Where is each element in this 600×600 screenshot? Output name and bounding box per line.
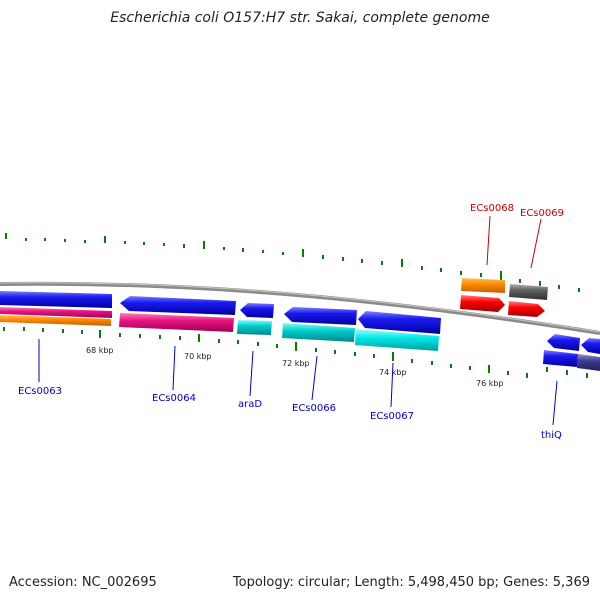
genome-backbone — [0, 281, 600, 335]
accession-text: Accession: NC_002695 — [9, 575, 157, 590]
red-gene-ecs0068 — [460, 295, 505, 312]
gene-label-ecs0063: ECs0063 — [18, 386, 62, 397]
blue-gene-ecs0067 — [358, 311, 441, 334]
blue-feature — [543, 350, 578, 367]
leader-line — [390, 362, 394, 408]
gray-gene — [509, 284, 548, 300]
orange-feature — [461, 278, 505, 293]
leader-line — [486, 215, 491, 266]
gene-label-thiq: thiQ — [541, 430, 562, 441]
magenta-feature — [0, 307, 112, 318]
leader-line — [530, 218, 542, 269]
gene-label-ecs0069: ECs0069 — [520, 208, 564, 219]
gene-label-ecs0066: ECs0066 — [292, 403, 336, 414]
gene-label-ecs0068: ECs0068 — [470, 203, 514, 214]
gene-label-ecs0064: ECs0064 — [152, 393, 196, 404]
cyan-feature — [237, 320, 272, 335]
scale-label: 72 kbp — [282, 359, 310, 368]
genome-title: Escherichia coli O157:H7 str. Sakai, com… — [110, 10, 490, 26]
gene-label-arad: araD — [238, 399, 262, 410]
outer-tick-ring — [5, 233, 580, 292]
blue-gene-ecs0066 — [284, 307, 357, 325]
magenta-feature — [119, 313, 234, 332]
blue-gene-ecs0063 — [0, 291, 112, 308]
blue-gene-thiq-a — [547, 334, 580, 351]
leader-line — [552, 380, 558, 426]
cyan-feature — [282, 323, 355, 342]
blue-gene-thiq-b — [581, 338, 600, 354]
purple-feature — [577, 354, 600, 371]
orange-feature — [0, 315, 111, 326]
leader-line — [172, 345, 176, 391]
cyan-feature — [355, 329, 439, 351]
scale-label: 76 kbp — [476, 379, 504, 388]
red-gene-ecs0069 — [508, 301, 545, 317]
blue-gene-ecs0064 — [120, 296, 236, 315]
blue-gene-arad — [240, 303, 274, 318]
leader-line — [311, 355, 318, 401]
scale-label: 70 kbp — [184, 352, 212, 361]
scale-label: 68 kbp — [86, 346, 114, 355]
topology-text: Topology: circular; Length: 5,498,450 bp… — [232, 575, 590, 590]
gene-label-ecs0067: ECs0067 — [370, 411, 414, 422]
leader-line — [249, 350, 254, 397]
inner-tick-ring — [3, 327, 588, 378]
